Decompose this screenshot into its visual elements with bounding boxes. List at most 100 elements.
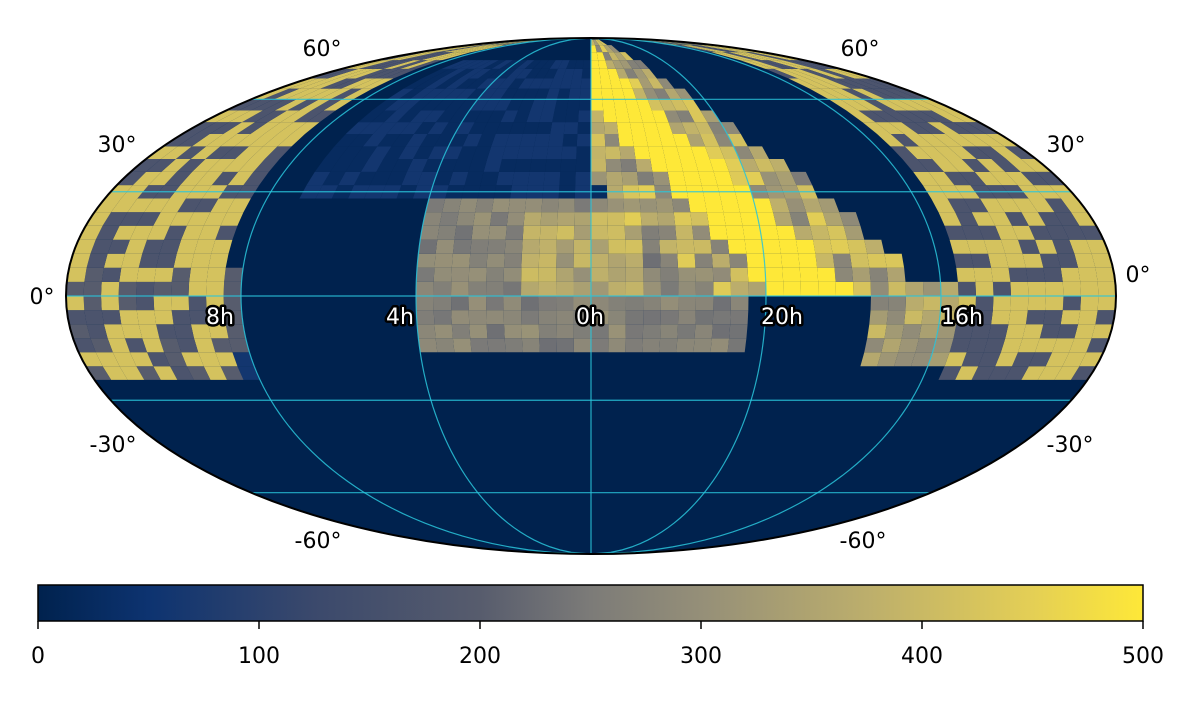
density-cell bbox=[599, 45, 609, 53]
density-cell bbox=[713, 296, 731, 311]
density-cell bbox=[936, 324, 957, 339]
density-cell bbox=[566, 60, 577, 69]
density-cell bbox=[657, 212, 676, 226]
density-cell bbox=[180, 171, 208, 186]
density-cell bbox=[864, 239, 885, 254]
density-cell bbox=[83, 281, 102, 296]
density-cell bbox=[905, 296, 924, 311]
density-cell bbox=[579, 88, 591, 100]
density-cell bbox=[458, 198, 478, 213]
density-cell bbox=[663, 88, 682, 100]
density-cell bbox=[911, 352, 933, 367]
density-cell bbox=[377, 134, 401, 147]
density-cell bbox=[486, 281, 504, 296]
density-cell bbox=[720, 122, 741, 134]
density-cell bbox=[667, 171, 686, 186]
density-cell bbox=[101, 310, 122, 325]
density-cell bbox=[205, 146, 235, 159]
density-cell bbox=[623, 198, 641, 213]
density-cell bbox=[875, 122, 905, 134]
density-cell bbox=[975, 281, 994, 296]
density-cell bbox=[223, 296, 242, 311]
density-cell bbox=[801, 198, 823, 213]
density-cell bbox=[606, 171, 623, 186]
density-cell bbox=[573, 225, 591, 240]
density-cell bbox=[563, 122, 579, 134]
density-cell bbox=[672, 198, 691, 213]
density-cell bbox=[503, 296, 522, 311]
density-cell bbox=[287, 99, 320, 111]
density-cell bbox=[136, 212, 161, 226]
density-cell bbox=[118, 296, 137, 311]
density-cell bbox=[904, 146, 933, 159]
density-cell bbox=[956, 310, 976, 325]
density-cell bbox=[369, 171, 392, 186]
density-cell bbox=[277, 134, 305, 147]
density-cell bbox=[862, 99, 895, 111]
density-cell bbox=[1025, 310, 1046, 325]
density-cell bbox=[973, 267, 993, 282]
density-cell bbox=[658, 99, 677, 111]
density-cell bbox=[642, 338, 661, 353]
density-cell bbox=[625, 310, 644, 325]
density-cell bbox=[320, 78, 356, 89]
density-cell bbox=[716, 52, 754, 61]
density-cell bbox=[516, 146, 534, 159]
density-cell bbox=[119, 267, 139, 282]
density-cell bbox=[820, 88, 852, 100]
density-cell bbox=[507, 78, 526, 89]
density-cell bbox=[376, 159, 399, 172]
density-cell bbox=[215, 352, 238, 367]
density-cell bbox=[869, 267, 889, 282]
density-cell bbox=[1035, 239, 1058, 254]
density-cell bbox=[573, 338, 591, 353]
density-cell bbox=[66, 310, 87, 325]
density-cell bbox=[867, 324, 887, 339]
density-cell bbox=[264, 146, 292, 159]
density-cell bbox=[487, 68, 508, 79]
density-cell bbox=[372, 99, 399, 111]
density-cell bbox=[655, 198, 674, 213]
density-cell bbox=[562, 134, 578, 147]
density-cell bbox=[336, 68, 375, 79]
density-cell bbox=[503, 267, 522, 282]
density-cell bbox=[705, 146, 725, 159]
density-cell bbox=[503, 310, 522, 325]
density-cell bbox=[970, 324, 992, 339]
density-cell bbox=[574, 60, 584, 69]
density-cell bbox=[886, 310, 906, 325]
density-cell bbox=[1006, 159, 1036, 172]
density-cell bbox=[888, 281, 906, 296]
density-cell bbox=[348, 134, 373, 147]
density-cell bbox=[945, 134, 976, 147]
density-cell bbox=[223, 281, 242, 296]
density-cell bbox=[451, 281, 469, 296]
density-cell bbox=[457, 146, 477, 159]
colorbar-tick-label-500: 500 bbox=[1122, 644, 1164, 669]
density-cell bbox=[1062, 225, 1087, 240]
density-cell bbox=[688, 198, 707, 213]
density-cell bbox=[624, 68, 639, 79]
density-cell bbox=[1035, 338, 1058, 353]
density-cell bbox=[885, 99, 920, 111]
density-cell bbox=[622, 88, 637, 100]
density-cell bbox=[809, 88, 841, 100]
density-cell bbox=[539, 338, 557, 353]
density-cell bbox=[970, 253, 992, 268]
density-cell bbox=[898, 338, 919, 353]
density-cell bbox=[440, 68, 467, 79]
density-cell bbox=[678, 310, 696, 325]
density-cell bbox=[1086, 338, 1109, 353]
density-cell bbox=[947, 146, 977, 159]
density-cell bbox=[521, 296, 539, 311]
density-cell bbox=[350, 60, 393, 69]
density-cell bbox=[565, 110, 579, 123]
density-cell bbox=[525, 68, 542, 79]
density-cell bbox=[432, 88, 456, 100]
density-cell bbox=[602, 52, 613, 61]
density-cell bbox=[206, 267, 226, 282]
density-cell bbox=[608, 239, 626, 254]
density-cell bbox=[608, 253, 626, 268]
density-cell bbox=[1020, 171, 1050, 186]
